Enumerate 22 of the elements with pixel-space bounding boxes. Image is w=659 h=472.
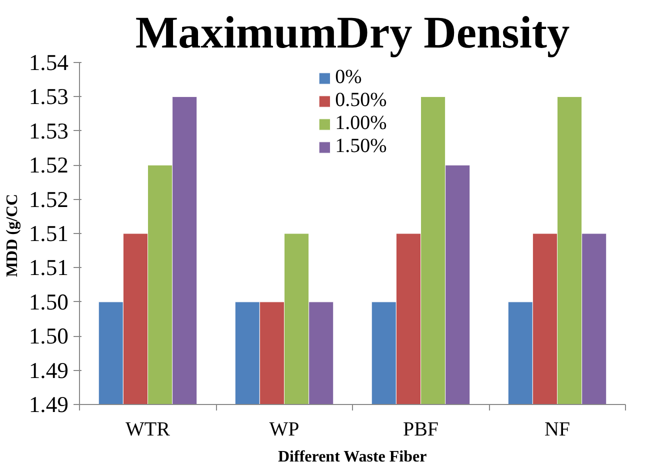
y-tick-label: 1.53 <box>28 118 69 144</box>
y-tick-label: 1.51 <box>28 221 69 246</box>
legend-label: 0.50% <box>335 89 387 112</box>
y-tick-label: 1.51 <box>28 255 69 280</box>
y-tick-label: 1.49 <box>28 358 69 383</box>
x-tick-label: NF <box>544 418 570 440</box>
y-tick-label: 1.54 <box>28 50 69 75</box>
y-tick-label: 1.53 <box>28 84 69 110</box>
y-tick-label: 1.52 <box>28 152 69 178</box>
x-tick-label: PBF <box>402 418 439 440</box>
y-tick-label: 1.52 <box>28 186 69 212</box>
y-tick-label: 1.50 <box>28 289 69 314</box>
legend-label: 1.00% <box>335 112 387 135</box>
y-axis-title: MDD (g/CC <box>4 194 21 278</box>
legend-label: 0% <box>335 66 362 89</box>
legend-label: 1.50% <box>335 135 387 158</box>
y-tick-label: 1.50 <box>28 324 69 349</box>
x-axis-title: Different Waste Fiber <box>278 448 427 466</box>
chart-title: MaximumDry Density <box>135 8 570 58</box>
x-tick-label: WP <box>269 418 300 440</box>
x-tick-label: WTR <box>126 418 171 440</box>
y-tick-label: 1.49 <box>28 392 69 417</box>
